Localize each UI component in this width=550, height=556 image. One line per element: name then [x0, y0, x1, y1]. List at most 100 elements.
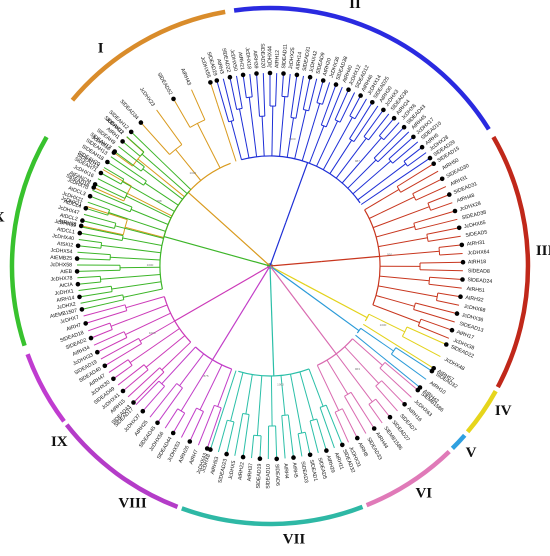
subclade-arc — [242, 413, 250, 415]
subclade-branch — [139, 320, 175, 342]
subclade-branch — [125, 195, 172, 219]
clade-stem — [269, 265, 272, 307]
leaf-branch — [189, 411, 204, 442]
clade-stem — [245, 265, 271, 306]
subclade-branch — [352, 338, 383, 366]
leaf-marker — [105, 159, 110, 165]
leaf-branch — [420, 318, 453, 331]
leaf-marker — [120, 139, 125, 144]
leaf-marker — [454, 311, 460, 316]
leaf-branch — [419, 261, 464, 264]
subclade-arc — [177, 408, 185, 414]
leaf-label: AtDCL2 — [59, 213, 78, 223]
leaf-branch — [236, 75, 243, 109]
leaf-marker — [79, 307, 85, 312]
leaf-branch — [396, 163, 434, 187]
leaf-branch — [83, 304, 126, 317]
subclade-branch — [111, 281, 162, 290]
leaf-branch — [85, 207, 108, 216]
leaf-branch — [439, 253, 463, 256]
subclade-branch — [123, 288, 163, 298]
subclade-branch — [122, 237, 162, 246]
subclade-branch — [217, 104, 237, 162]
leaf-branch — [316, 80, 324, 103]
leaf-branch — [437, 292, 461, 298]
leaf-label: JcDHX54 — [50, 248, 72, 256]
clade-arc — [163, 296, 192, 343]
leaf-branch — [103, 167, 125, 180]
leaf-branch — [77, 281, 101, 285]
leaf-branch — [405, 350, 434, 369]
leaf-label: JcDHX44 — [267, 46, 273, 68]
subclade-branch — [114, 225, 164, 239]
leaf-branch — [172, 412, 186, 434]
clade-label-iii: III — [536, 243, 550, 259]
leaf-branch — [80, 294, 123, 304]
subclade-branch — [230, 372, 244, 422]
leaf-branch — [256, 73, 260, 117]
subclade-arc — [403, 160, 408, 167]
leaf-label: JcDHX1 — [54, 289, 74, 297]
leaf-branch — [378, 117, 395, 137]
leaf-label: AtRH7 — [188, 449, 199, 466]
clade-ring-ii — [233, 5, 491, 131]
leaf-label: JcDHX36 — [461, 312, 484, 323]
leaf-branch — [349, 95, 362, 117]
leaf-branch — [407, 152, 427, 167]
leaf-marker — [291, 455, 296, 460]
subclade-arc — [110, 286, 113, 292]
bootstrap-value: 963 — [355, 367, 360, 371]
leaf-label: JcDHX68 — [463, 304, 486, 314]
subclade-branch — [145, 335, 186, 368]
leaf-label: AtRH14 — [56, 295, 75, 304]
subclade-branch — [322, 117, 353, 171]
leaf-branch — [304, 432, 311, 455]
bootstrap-value: 1000 — [277, 383, 284, 387]
leaf-branch — [90, 329, 113, 339]
leaf-label: AtRH7 — [66, 322, 82, 332]
subclade-arc — [344, 391, 352, 397]
leaf-branch — [394, 157, 431, 183]
leaf-branch — [391, 353, 427, 380]
subclade-arc — [99, 276, 102, 283]
leaf-branch — [89, 195, 131, 213]
subclade-branch — [161, 341, 192, 371]
leaf-branch — [149, 383, 178, 418]
leaf-branch — [419, 269, 463, 272]
leaf-label: AtRH17 — [456, 329, 475, 341]
bootstrap-value: 875 — [203, 374, 208, 378]
leaf-marker — [240, 454, 246, 460]
subclade-branch — [368, 196, 415, 219]
leaf-branch — [384, 362, 419, 391]
subclade-branch — [270, 375, 273, 427]
leaf-marker — [170, 430, 176, 436]
clade-label-ix: IX — [51, 434, 68, 450]
leaf-marker — [381, 107, 386, 113]
clade-label-ii: II — [349, 0, 361, 12]
subclade-arc — [349, 115, 356, 120]
leaf-label: SlDEAD8 — [468, 268, 490, 275]
clade-label-viii: VIII — [118, 496, 147, 512]
leaf-branch — [180, 407, 197, 438]
leaf-label: AtRH37 — [247, 463, 255, 482]
subclade-branch — [141, 153, 188, 194]
leaf-label: SlDEAD22 — [220, 47, 231, 73]
subclade-branch — [279, 96, 286, 157]
leaf-label: JcDHX42 — [309, 50, 319, 73]
leaf-marker — [74, 256, 80, 261]
leaf-branch — [242, 74, 247, 98]
subclade-arc — [426, 234, 429, 242]
leaf-branch — [229, 77, 238, 110]
subclade-arc — [122, 294, 125, 300]
leaf-branch — [353, 105, 379, 142]
leaf-branch — [426, 227, 460, 235]
leaf-branch — [339, 92, 356, 123]
leaf-branch — [77, 275, 101, 279]
leaf-label: SlDEAD6 — [274, 464, 281, 486]
subclade-branch — [301, 103, 321, 161]
subclade-branch — [375, 295, 415, 307]
clade-branch — [187, 191, 241, 240]
leaf-branch — [415, 186, 447, 201]
leaf-marker — [227, 74, 233, 80]
